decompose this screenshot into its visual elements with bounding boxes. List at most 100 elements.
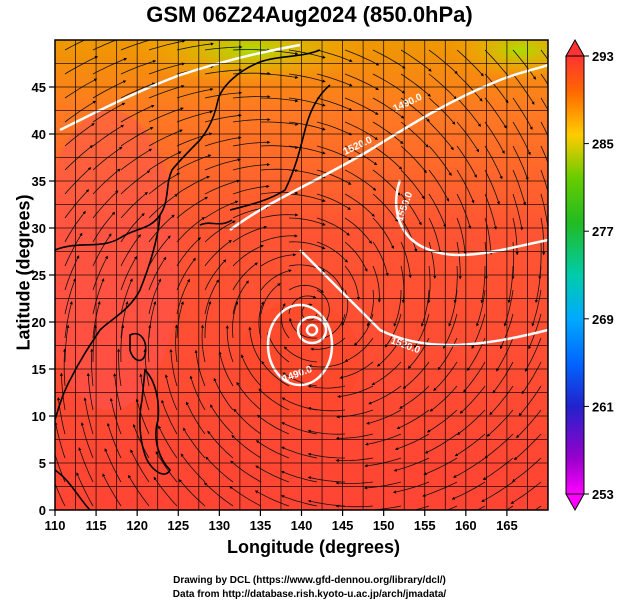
streamline <box>281 422 318 435</box>
streamline <box>92 40 118 51</box>
streamline <box>232 280 249 315</box>
streamline <box>232 244 264 267</box>
x-tick-label: 165 <box>496 518 518 533</box>
streamline <box>456 97 481 127</box>
x-axis-label: Longitude (degrees) <box>226 537 400 557</box>
streamline <box>344 169 377 191</box>
colorbar-bottom-arrow <box>565 493 585 512</box>
streamline <box>288 295 317 315</box>
streamline <box>484 145 503 180</box>
y-tick-label: 0 <box>39 503 46 518</box>
streamline <box>232 163 271 171</box>
streamline <box>316 73 353 87</box>
streamline <box>446 505 458 510</box>
streamline <box>64 301 73 339</box>
x-tick-label: 115 <box>86 518 107 533</box>
streamline <box>366 409 402 425</box>
streamline <box>203 482 234 507</box>
streamline <box>307 384 346 389</box>
streamline <box>132 423 150 459</box>
streamline <box>180 453 206 483</box>
streamline <box>260 97 299 103</box>
streamline <box>484 193 497 230</box>
streamline <box>540 73 548 86</box>
streamline <box>204 68 243 75</box>
streamline <box>484 97 507 129</box>
credit-dcl: Drawing by DCL (https://www.gfd-dennou.o… <box>173 575 446 586</box>
streamline <box>176 257 196 291</box>
streamline <box>104 448 122 483</box>
streamline <box>452 457 486 478</box>
y-tick-label: 45 <box>32 80 46 95</box>
streamline <box>456 121 480 153</box>
streamline <box>307 452 345 459</box>
streamline <box>210 404 234 435</box>
streamline <box>540 121 548 137</box>
streamline <box>155 451 178 483</box>
streamline <box>316 49 353 63</box>
streamline <box>428 145 452 176</box>
streamline <box>92 255 108 291</box>
streamline <box>232 225 268 243</box>
streamline <box>480 266 486 304</box>
streamline <box>148 151 182 171</box>
streamline <box>540 169 548 194</box>
streamline <box>316 265 344 292</box>
streamline <box>319 313 346 340</box>
streamline <box>288 73 326 83</box>
streamline <box>372 97 405 119</box>
streamline <box>459 385 486 414</box>
streamline <box>116 348 122 387</box>
streamline <box>120 234 141 267</box>
streamline <box>232 140 271 147</box>
streamline <box>176 175 210 195</box>
x-tick-label: 145 <box>332 518 354 533</box>
streamline <box>148 193 178 219</box>
streamline <box>255 440 290 459</box>
streamline <box>384 313 402 348</box>
streamline <box>540 217 546 256</box>
streamline <box>176 301 184 339</box>
x-tick-label: 135 <box>250 518 272 533</box>
streamline <box>402 361 430 389</box>
streamline <box>92 124 125 147</box>
streamline <box>393 290 402 327</box>
streamline <box>78 447 94 483</box>
plot-area: 1490.0 1520.0 1550.0 1520.0 1490.0 <box>55 40 548 510</box>
streamline <box>428 49 458 75</box>
streamline <box>64 40 86 51</box>
streamline <box>288 217 326 226</box>
streamline <box>120 127 154 147</box>
streamline <box>372 73 406 94</box>
streamline <box>64 189 90 219</box>
streamline <box>429 385 458 412</box>
x-tick-label: 160 <box>455 518 477 533</box>
streamline <box>335 457 374 463</box>
streamline <box>260 73 299 79</box>
y-tick-label: 15 <box>32 362 46 377</box>
streamline <box>456 145 477 178</box>
streamline <box>335 433 374 440</box>
streamline <box>258 388 290 411</box>
streamline <box>64 56 99 75</box>
streamline <box>344 337 374 362</box>
streamline <box>218 351 234 387</box>
colorbar-ticks: 293 285 277 269 261 253 <box>584 49 614 502</box>
streamline <box>258 301 264 339</box>
streamline <box>120 256 137 291</box>
streamline <box>76 472 94 507</box>
cool-region-north <box>130 40 370 85</box>
streamline <box>512 73 535 105</box>
streamline <box>232 95 271 99</box>
streamline <box>396 409 430 430</box>
streamline <box>232 118 271 123</box>
streamline <box>344 217 372 244</box>
streamline <box>260 253 297 267</box>
streamline <box>428 241 437 279</box>
streamline <box>413 505 430 510</box>
streamline <box>524 337 542 372</box>
streamline <box>518 385 542 417</box>
streamline <box>484 121 505 155</box>
x-tick-label: 130 <box>208 518 230 533</box>
streamline <box>120 60 157 75</box>
